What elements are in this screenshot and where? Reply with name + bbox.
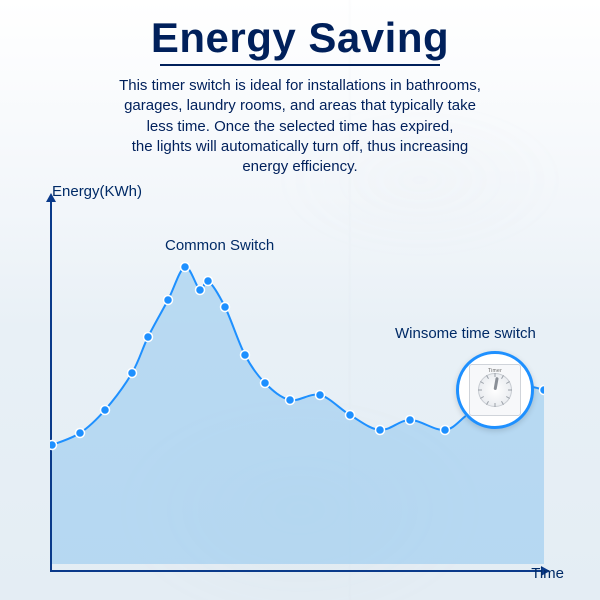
- product-badge: Timer: [456, 351, 534, 429]
- description-line: garages, laundry rooms, and areas that t…: [124, 97, 476, 114]
- chart-marker: [101, 406, 110, 415]
- chart-marker: [441, 426, 450, 435]
- chart-marker: [316, 391, 325, 400]
- chart-marker: [128, 369, 137, 378]
- chart-marker: [50, 441, 57, 450]
- energy-chart: Energy(KWh) Common Switch Winsome time s…: [50, 195, 560, 580]
- dial-tick-icon: [486, 401, 489, 405]
- description-line: less time. Once the selected time has ex…: [147, 118, 454, 135]
- chart-marker: [540, 386, 545, 395]
- dial-knob-icon: [494, 377, 499, 390]
- chart-marker: [261, 379, 270, 388]
- dial-tick-icon: [478, 390, 482, 391]
- chart-marker: [204, 277, 213, 286]
- chart-marker: [346, 411, 355, 420]
- description-line: energy efficiency.: [242, 158, 357, 175]
- chart-marker: [286, 396, 295, 405]
- dial-tick-icon: [506, 381, 510, 384]
- description-line: This timer switch is ideal for installat…: [119, 77, 481, 94]
- series-label-winsome: Winsome time switch: [395, 325, 536, 342]
- timer-dial-icon: [478, 373, 512, 407]
- title-underline: [160, 64, 440, 66]
- page-title: Energy Saving: [0, 0, 600, 62]
- dial-tick-icon: [501, 375, 504, 379]
- series-label-common-switch: Common Switch: [165, 237, 274, 254]
- timer-switch-plate-icon: Timer: [469, 364, 521, 416]
- chart-marker: [241, 351, 250, 360]
- chart-marker: [406, 416, 415, 425]
- dial-tick-icon: [501, 401, 504, 405]
- dial-tick-icon: [480, 381, 484, 384]
- chart-marker: [181, 263, 190, 272]
- dial-tick-icon: [480, 396, 484, 399]
- chart-marker: [221, 303, 230, 312]
- chart-marker: [376, 426, 385, 435]
- dial-tick-icon: [508, 390, 512, 391]
- chart-marker: [144, 333, 153, 342]
- dial-tick-icon: [495, 403, 496, 407]
- dial-tick-icon: [495, 373, 496, 377]
- chart-marker: [196, 286, 205, 295]
- x-axis-label: Time: [531, 565, 564, 582]
- dial-tick-icon: [506, 396, 510, 399]
- description-line: the lights will automatically turn off, …: [132, 138, 469, 155]
- dial-tick-icon: [486, 375, 489, 379]
- description-text: This timer switch is ideal for installat…: [55, 76, 545, 177]
- chart-marker: [164, 296, 173, 305]
- chart-marker: [76, 429, 85, 438]
